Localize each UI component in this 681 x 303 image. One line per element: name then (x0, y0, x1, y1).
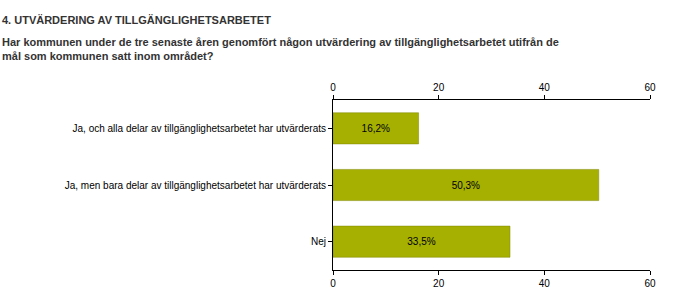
svg-text:Ja, och alla delar av tillgäng: Ja, och alla delar av tillgänglighetsarb… (73, 123, 326, 134)
svg-text:20: 20 (433, 82, 445, 93)
svg-text:Har kommunen under de tre sena: Har kommunen under de tre senaste åren g… (2, 36, 559, 62)
svg-text:0: 0 (330, 278, 336, 289)
svg-text:40: 40 (539, 82, 551, 93)
svg-text:50,3%: 50,3% (452, 180, 480, 191)
svg-text:60: 60 (644, 278, 656, 289)
svg-text:0: 0 (330, 82, 336, 93)
svg-text:60: 60 (644, 82, 656, 93)
svg-text:16,2%: 16,2% (362, 123, 390, 134)
svg-text:Ja, men bara delar av tillgäng: Ja, men bara delar av tillgänglighetsarb… (65, 180, 326, 191)
svg-text:40: 40 (539, 278, 551, 289)
svg-text:4. UTVÄRDERING AV TILLGÄNGLIGH: 4. UTVÄRDERING AV TILLGÄNGLIGHETSARBETET (2, 14, 271, 26)
svg-text:20: 20 (433, 278, 445, 289)
svg-text:Nej: Nej (311, 236, 326, 247)
svg-text:33,5%: 33,5% (407, 236, 435, 247)
